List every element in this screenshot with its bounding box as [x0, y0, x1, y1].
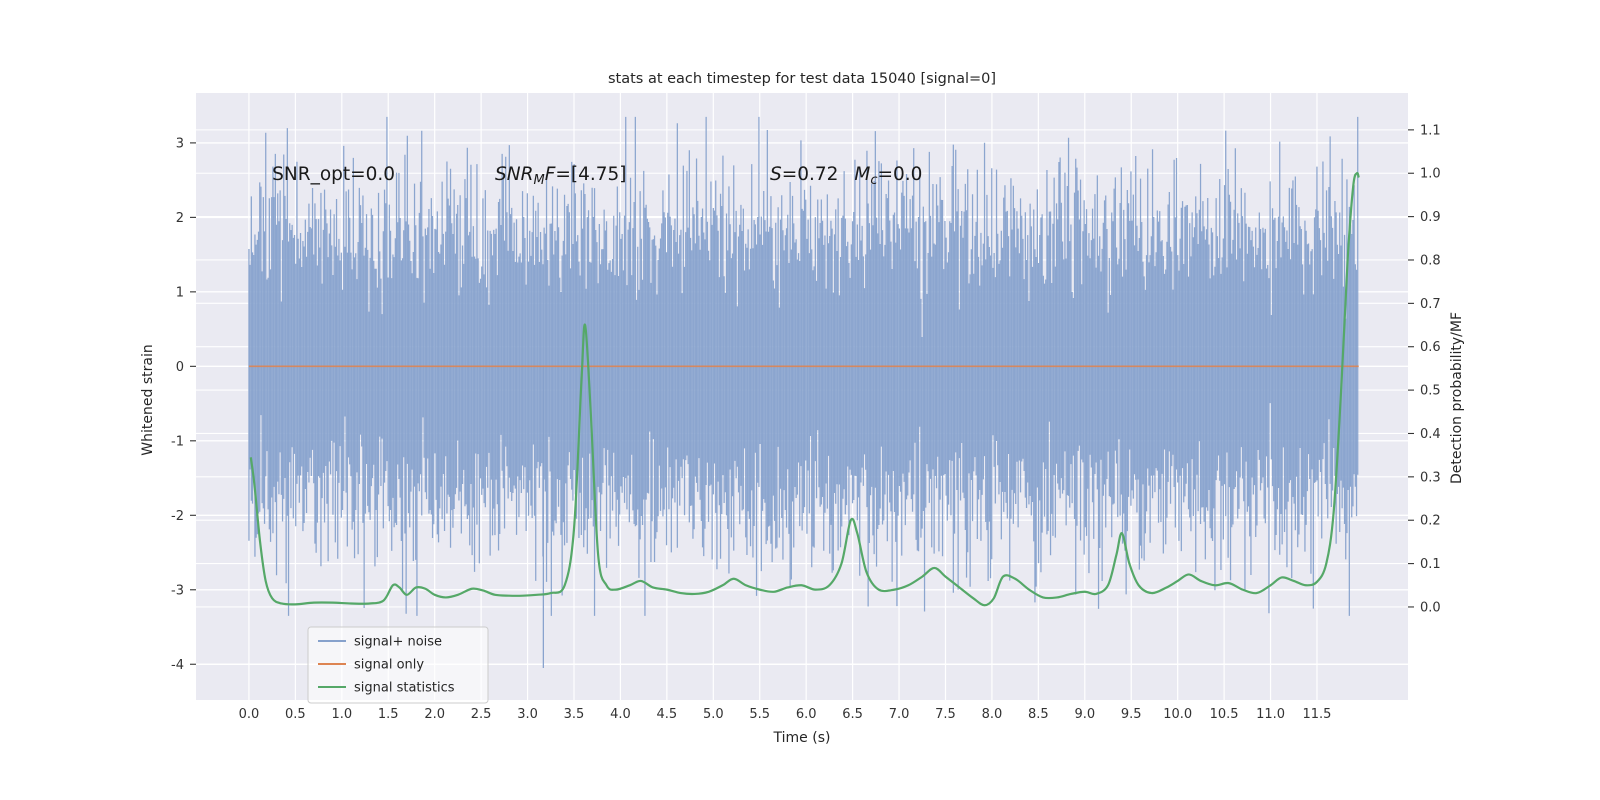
x-tick-label: 8.5 — [1028, 707, 1049, 722]
y-left-tick-label: 0 — [176, 360, 184, 375]
annotation-text-2: S=0.72 Mc=0.0 — [770, 164, 923, 188]
annotation-text-1: SNRMF=[4.75] — [495, 164, 626, 188]
x-tick-label: 3.5 — [564, 707, 585, 722]
x-tick-label: 1.0 — [331, 707, 352, 722]
chart-title: stats at each timestep for test data 150… — [607, 71, 997, 87]
x-tick-label: 0.5 — [285, 707, 306, 722]
signal-plus-noise-series — [248, 116, 1359, 668]
y-axis-label-right: Detection probability/MF — [1449, 311, 1465, 485]
y-left-tick-label: -4 — [171, 658, 184, 673]
x-tick-label: 5.5 — [749, 707, 770, 722]
y-left-tick-label: -1 — [171, 434, 184, 449]
x-tick-label: 11.5 — [1303, 707, 1332, 722]
y-right-tick-label: 0.6 — [1420, 340, 1441, 355]
x-tick-label: 11.0 — [1256, 707, 1285, 722]
y-right-tick-label: 1.0 — [1420, 167, 1441, 182]
x-tick-label: 4.0 — [610, 707, 631, 722]
x-tick-label: 3.0 — [517, 707, 538, 722]
x-tick-label: 5.0 — [703, 707, 724, 722]
y-left-tick-label: -3 — [171, 583, 184, 598]
legend: signal+ noise signal only signal statistic… — [307, 626, 489, 704]
legend-box — [307, 626, 489, 704]
y-right-tick-label: 0.3 — [1420, 470, 1441, 485]
y-left-tick-label: -2 — [171, 509, 184, 524]
x-tick-label: 7.0 — [889, 707, 910, 722]
y-right-tick-label: 0.8 — [1420, 253, 1441, 268]
x-tick-label: 10.5 — [1210, 707, 1239, 722]
x-tick-label: 6.0 — [796, 707, 817, 722]
y-right-tick-label: 0.1 — [1420, 557, 1441, 572]
y-left-tick-label: 2 — [176, 211, 184, 226]
x-tick-label: 7.5 — [935, 707, 956, 722]
x-tick-label: 9.5 — [1121, 707, 1142, 722]
axis-ticks-and-labels: 0.0 0.5 1.0 1.5 2.0 2.5 3.0 3.5 4.0 4.5 5.0 5.5 6.0 6… — [171, 123, 1441, 722]
legend-label: signal+ noise — [354, 635, 442, 650]
y-right-tick-label: 0.2 — [1420, 514, 1441, 529]
y-right-tick-label: 0.0 — [1420, 600, 1441, 615]
x-tick-label: 2.5 — [471, 707, 492, 722]
y-right-tick-label: 1.1 — [1420, 123, 1441, 138]
annotations: SNR_opt=0.0 SNRMF=[4.75] S=0.72 Mc=0.0 — [272, 164, 922, 188]
y-right-tick-label: 0.5 — [1420, 384, 1441, 399]
x-tick-label: 9.0 — [1074, 707, 1095, 722]
legend-label: signal only — [354, 658, 424, 673]
y-right-tick-label: 0.7 — [1420, 297, 1441, 312]
x-tick-label: 10.0 — [1163, 707, 1192, 722]
x-tick-label: 4.5 — [657, 707, 678, 722]
x-tick-label: 1.5 — [378, 707, 399, 722]
y-axis-label-left: Whitened strain — [140, 344, 156, 456]
y-right-tick-label: 0.4 — [1420, 427, 1441, 442]
signal-statistics-line — [249, 171, 1360, 607]
x-tick-label: 6.5 — [842, 707, 863, 722]
legend-label: signal statistics — [354, 681, 455, 696]
x-tick-label: 0.0 — [239, 707, 260, 722]
y-left-tick-label: 3 — [176, 136, 184, 151]
x-tick-label: 2.0 — [424, 707, 445, 722]
annotation-text-0: SNR_opt=0.0 — [272, 164, 395, 185]
y-left-tick-label: 1 — [176, 285, 184, 300]
x-tick-label: 8.0 — [982, 707, 1003, 722]
y-right-tick-label: 0.9 — [1420, 210, 1441, 225]
x-axis-label: Time (s) — [773, 730, 831, 746]
